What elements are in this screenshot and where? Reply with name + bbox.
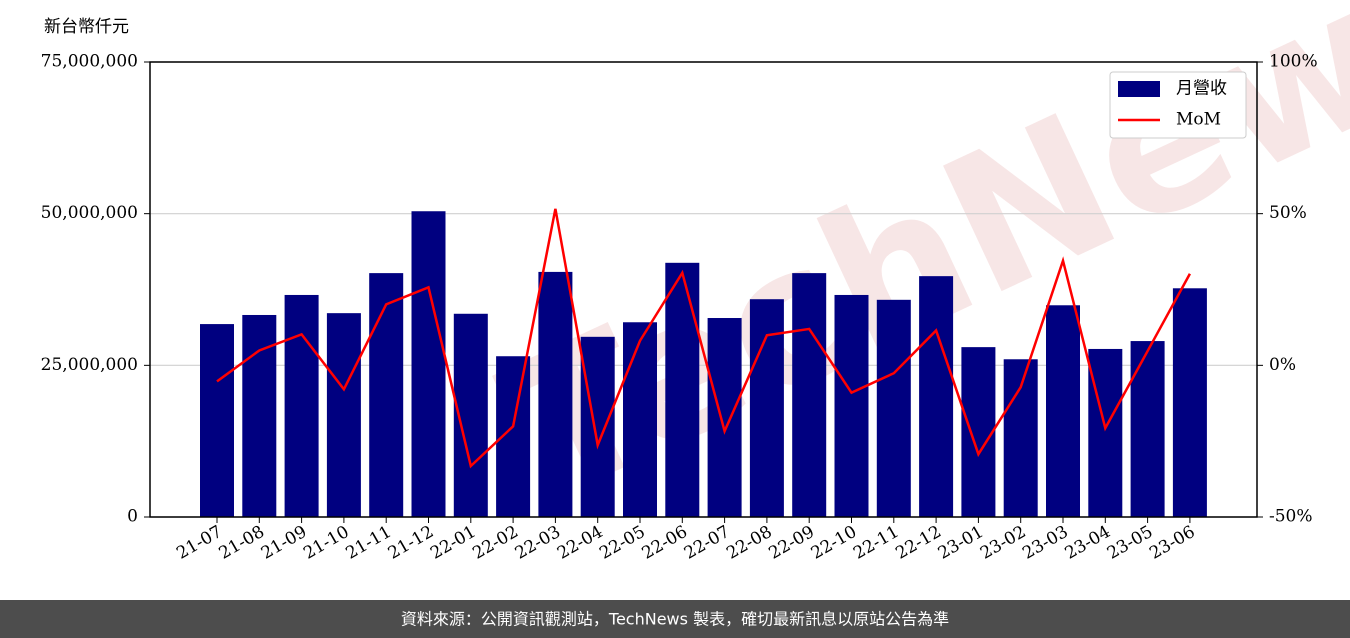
y-tick-label: 50,000,000 — [41, 203, 138, 223]
bar — [961, 347, 996, 517]
legend-swatch — [1118, 81, 1160, 97]
bar — [834, 294, 869, 517]
x-tick-label: 22-12 — [892, 522, 944, 564]
x-tick-label: 22-08 — [723, 522, 775, 564]
x-tick-label: 23-02 — [977, 522, 1029, 564]
plot-frame — [149, 61, 1258, 518]
x-tick-label: 21-12 — [385, 522, 437, 564]
x-tick-label: 22-10 — [808, 522, 860, 564]
y-tick-label: 75,000,000 — [41, 52, 138, 72]
x-tick-label: 21-10 — [300, 522, 352, 564]
bar — [623, 322, 657, 517]
bar — [707, 318, 742, 517]
x-tick-label: 21-07 — [173, 522, 225, 564]
x-tick-label: 23-06 — [1146, 522, 1198, 564]
bar — [580, 336, 615, 517]
bar — [326, 313, 361, 517]
legend-label: MoM — [1176, 110, 1221, 130]
x-tick-label: 22-11 — [850, 522, 902, 564]
bar — [369, 273, 404, 517]
x-tick-label: 23-01 — [935, 522, 987, 564]
bar — [1172, 288, 1207, 517]
x-tick-label: 23-03 — [1019, 522, 1071, 564]
bar — [749, 299, 784, 517]
bar — [284, 294, 319, 517]
bar — [538, 271, 573, 517]
y2-tick-label: 50% — [1269, 203, 1307, 223]
bar — [919, 276, 954, 517]
line — [216, 208, 1191, 469]
bar — [242, 314, 277, 517]
x-tick-label: 22-03 — [512, 522, 564, 564]
legend-label: 月營收 — [1176, 79, 1227, 99]
bar — [792, 273, 827, 517]
bar — [411, 211, 446, 518]
bar — [200, 324, 234, 517]
x-tick-label: 22-02 — [469, 522, 521, 564]
x-tick-label: 22-07 — [681, 522, 733, 564]
x-tick-label: 21-08 — [216, 522, 268, 564]
bar — [1046, 305, 1080, 517]
bar — [1003, 359, 1038, 517]
x-tick-label: 22-01 — [427, 522, 479, 564]
x-tick-label: 22-09 — [766, 522, 818, 564]
x-tick-label: 23-05 — [1104, 522, 1156, 564]
bar — [665, 262, 700, 517]
bar — [1088, 348, 1123, 517]
y2-tick-label: -50% — [1269, 507, 1313, 527]
x-tick-label: 23-04 — [1062, 522, 1114, 564]
x-tick-label: 22-06 — [639, 522, 691, 564]
y2-tick-label: 100% — [1269, 52, 1318, 72]
x-tick-label: 21-09 — [258, 522, 310, 564]
y-tick-label: 25,000,000 — [41, 355, 138, 375]
footer: 資料來源：公開資訊觀測站，TechNews 製表，確切最新訊息以原站公告為準 — [401, 610, 949, 629]
x-tick-label: 22-05 — [596, 522, 648, 564]
bar — [876, 299, 911, 517]
y-axis-label: 新台幣仟元 — [44, 17, 129, 37]
y-tick-label: 0 — [127, 507, 138, 527]
y2-tick-label: 0% — [1269, 355, 1296, 375]
bar — [1130, 341, 1165, 517]
x-tick-label: 21-11 — [343, 522, 395, 564]
footer-band — [0, 600, 1350, 638]
